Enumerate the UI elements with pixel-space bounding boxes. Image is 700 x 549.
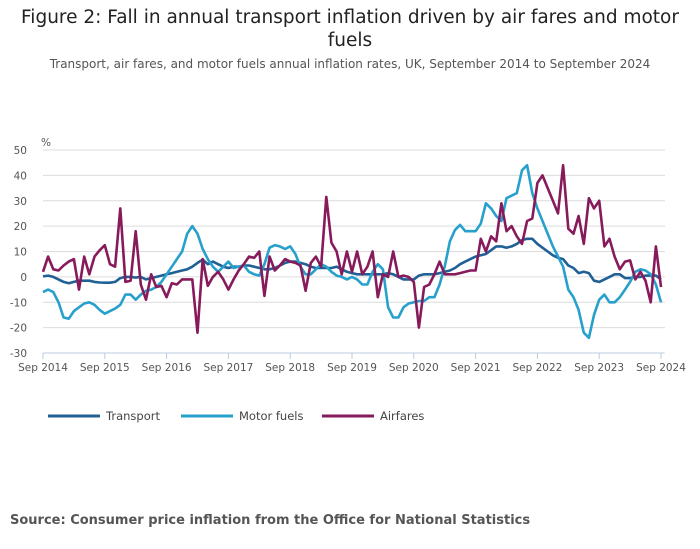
y-tick-label: 0 bbox=[20, 272, 27, 284]
x-tick-label: Sep 2020 bbox=[389, 362, 439, 374]
y-tick-label: 30 bbox=[14, 196, 27, 208]
y-tick-label: 20 bbox=[14, 221, 27, 233]
y-axis-unit: % bbox=[41, 137, 51, 149]
series-line-motor-fuels bbox=[42, 163, 663, 340]
x-tick-label: Sep 2015 bbox=[80, 362, 130, 374]
x-tick-label: Sep 2014 bbox=[18, 362, 68, 374]
y-tick-label: -10 bbox=[10, 297, 27, 309]
x-tick-label: Sep 2022 bbox=[512, 362, 562, 374]
chart-title: Figure 2: Fall in annual transport infla… bbox=[21, 7, 679, 51]
y-tick-label: 40 bbox=[14, 170, 27, 182]
x-tick-label: Sep 2019 bbox=[327, 362, 377, 374]
source-note: Source: Consumer price inflation from th… bbox=[10, 513, 531, 528]
y-tick-label: 50 bbox=[14, 145, 27, 157]
y-tick-label: -30 bbox=[10, 348, 27, 360]
x-tick-label: Sep 2016 bbox=[142, 362, 192, 374]
y-tick-label: -20 bbox=[10, 323, 27, 335]
series-line-airfares bbox=[41, 163, 663, 334]
x-tick-label: Sep 2017 bbox=[203, 362, 253, 374]
x-tick-label: Sep 2018 bbox=[265, 362, 315, 374]
y-tick-label: 10 bbox=[14, 247, 27, 259]
x-tick-label: Sep 2023 bbox=[574, 362, 624, 374]
x-tick-label: Sep 2021 bbox=[451, 362, 501, 374]
legend-label: Airfares bbox=[380, 409, 424, 423]
x-tick-label: Sep 2024 bbox=[636, 362, 686, 374]
chart-subtitle: Transport, air fares, and motor fuels an… bbox=[49, 57, 651, 71]
legend-label: Motor fuels bbox=[239, 409, 304, 423]
legend-label: Transport bbox=[105, 409, 160, 423]
